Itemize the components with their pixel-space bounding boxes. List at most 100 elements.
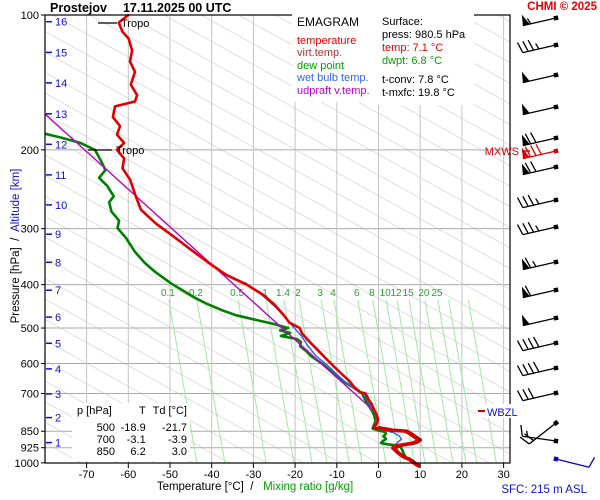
svg-text:14: 14 xyxy=(55,78,67,90)
svg-text:925: 925 xyxy=(21,443,39,455)
wind-barb xyxy=(516,39,559,54)
svg-text:9: 9 xyxy=(55,229,61,241)
wind-barb xyxy=(521,132,559,147)
y-axis-pressure-label: Pressure [hPa] xyxy=(10,247,22,324)
station-name: Prostejov xyxy=(50,1,107,15)
svg-text:200: 200 xyxy=(21,145,39,157)
wind-barb xyxy=(516,387,559,402)
table-header: p [hPa] xyxy=(77,405,112,417)
wind-barb xyxy=(521,71,559,84)
svg-text:2: 2 xyxy=(295,288,301,299)
svg-text:1: 1 xyxy=(55,438,61,450)
svg-text:8: 8 xyxy=(369,288,375,299)
levels-table: p [hPa] T Td [°C] 500 -18.9 -21.7 700 -3.1 -3.9 8… xyxy=(72,403,190,461)
svg-text:400: 400 xyxy=(21,280,39,292)
svg-text:850: 850 xyxy=(21,426,39,438)
svg-text:30: 30 xyxy=(497,469,509,481)
legend-entry: udpraft v.temp. xyxy=(297,84,370,97)
svg-text:4: 4 xyxy=(55,364,61,376)
wind-barb xyxy=(521,103,559,116)
svg-text:-30: -30 xyxy=(245,469,261,481)
surface-line: press: 980.5 hPa xyxy=(382,29,466,41)
svg-text:12: 12 xyxy=(390,288,402,299)
svg-text:12: 12 xyxy=(55,139,67,151)
svg-text:3: 3 xyxy=(317,288,323,299)
svg-text:5: 5 xyxy=(55,338,61,350)
wind-barb xyxy=(521,161,559,176)
svg-text:7: 7 xyxy=(55,285,61,297)
svg-text:20: 20 xyxy=(418,288,430,299)
svg-text:2: 2 xyxy=(55,413,61,425)
surface-heading: Surface: xyxy=(382,16,423,28)
x-axis-caption: Temperature [°C] / Mixing ratio [g/kg] xyxy=(156,481,354,493)
legend-heading: EMAGRAM xyxy=(297,15,360,29)
table-header: Td [°C] xyxy=(152,405,187,417)
svg-text:6: 6 xyxy=(55,312,61,324)
wind-barb xyxy=(521,257,559,271)
legend-box: EMAGRAM temperature virt.temp. dew point we… xyxy=(292,13,385,102)
svg-text:20: 20 xyxy=(456,469,468,481)
y-axis-altitude-label: Altitude [km] xyxy=(10,168,22,232)
svg-text:Tropo: Tropo xyxy=(121,18,149,30)
svg-text:10: 10 xyxy=(380,288,392,299)
svg-text:11: 11 xyxy=(55,170,66,182)
svg-text:1: 1 xyxy=(262,288,268,299)
svg-text:300: 300 xyxy=(21,224,39,236)
table-row: 500 -18.9 -21.7 xyxy=(96,422,187,434)
wind-barb xyxy=(521,14,559,27)
svg-text:6: 6 xyxy=(354,288,360,299)
svg-text:500: 500 xyxy=(21,323,39,335)
legend-entries: temperature virt.temp. dew point wet bulb t… xyxy=(297,35,381,98)
svg-text:10: 10 xyxy=(414,469,426,481)
wind-barb xyxy=(521,314,559,327)
svg-text:25: 25 xyxy=(431,288,443,299)
svg-text:15: 15 xyxy=(55,47,67,59)
wind-barb xyxy=(520,424,559,444)
svg-text:-50: -50 xyxy=(162,469,178,481)
copyright-label: CHMI © 2025 xyxy=(527,1,597,13)
surface-line: temp: 7.1 °C xyxy=(382,42,444,54)
y-axis-caption: Pressure [hPa] / Altitude [km] xyxy=(10,168,22,324)
x-axis-temp-label: Temperature [°C] xyxy=(156,481,244,493)
x-axis-mixing-label: Mixing ratio [g/kg] xyxy=(263,481,354,493)
svg-text:3: 3 xyxy=(55,389,61,401)
page-title: Prostejov 17.11.2025 00 UTC xyxy=(50,1,231,15)
svg-text:4: 4 xyxy=(330,288,336,299)
svg-text:13: 13 xyxy=(55,109,67,121)
svg-text:0.1: 0.1 xyxy=(161,288,175,299)
svg-text:-10: -10 xyxy=(329,469,345,481)
legend-entry: temperature xyxy=(297,34,357,47)
svg-text:Tropo: Tropo xyxy=(116,145,144,157)
legend-entry: virt.temp. xyxy=(297,47,343,59)
svg-text:MXWS: MXWS xyxy=(485,146,519,158)
station-elevation-label: SFC: 215 m ASL xyxy=(501,484,587,496)
wind-barb xyxy=(516,221,559,236)
surface-box: Surface: press: 980.5 hPa temp: 7.1 °C dwp… xyxy=(378,13,474,105)
svg-text:10: 10 xyxy=(55,200,67,212)
table-header: T xyxy=(138,405,146,417)
svg-text:0.5: 0.5 xyxy=(230,288,244,299)
wind-barb xyxy=(521,285,559,299)
svg-text:-20: -20 xyxy=(287,469,303,481)
wind-barb xyxy=(519,419,560,445)
svg-text:-40: -40 xyxy=(204,469,220,481)
run-datetime: 17.11.2025 00 UTC xyxy=(122,1,232,15)
svg-text:0.2: 0.2 xyxy=(189,288,203,299)
legend-entry: dew point xyxy=(297,59,345,72)
svg-text:700: 700 xyxy=(21,388,39,400)
svg-text:15: 15 xyxy=(403,288,415,299)
surface-lines: press: 980.5 hPa temp: 7.1 °C dwpt: 6.8 °C… xyxy=(382,29,472,100)
legend-entry: wet bulb temp. xyxy=(297,72,369,84)
svg-text:-70: -70 xyxy=(79,469,95,481)
table-row: 700 -3.1 -3.9 xyxy=(96,434,187,446)
svg-text:16: 16 xyxy=(55,17,67,29)
svg-text:1.4: 1.4 xyxy=(276,288,290,299)
svg-text:0: 0 xyxy=(375,469,381,481)
svg-text:600: 600 xyxy=(21,358,39,370)
svg-text:-60: -60 xyxy=(120,469,136,481)
wind-barb xyxy=(553,456,596,468)
svg-text:1000: 1000 xyxy=(15,458,39,470)
svg-text:100: 100 xyxy=(21,10,39,22)
